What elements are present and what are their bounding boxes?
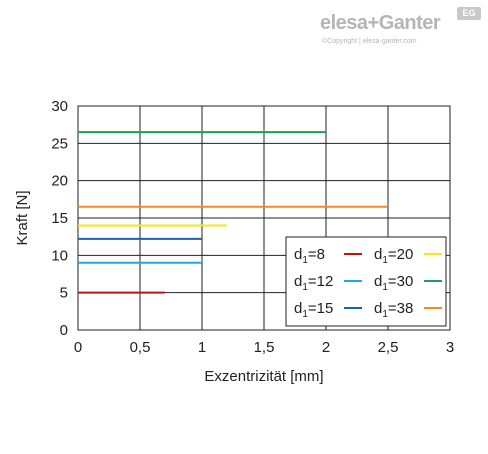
- legend: d1=8 d1=20 d1=12 d1=30 d1=15 d1=38: [285, 236, 447, 327]
- y-tick-label: 30: [51, 98, 68, 115]
- x-axis-label: Exzentrizität [mm]: [204, 368, 323, 385]
- logo-copyright: ©Copyright | elesa-ganter.com: [322, 38, 417, 45]
- legend-label-d112: d1=12: [294, 273, 333, 293]
- x-tick-label: 2: [322, 339, 330, 356]
- legend-label-d18: d1=8: [294, 246, 325, 266]
- legend-label-d115: d1=15: [294, 300, 333, 320]
- logo-brand-text: elesa+Ganter: [320, 12, 441, 34]
- x-tick-label: 0,5: [130, 339, 151, 356]
- y-tick-label: 0: [60, 322, 68, 339]
- elesa-ganter-logo: elesa+Ganter EG ©Copyright | elesa-gante…: [318, 6, 484, 48]
- series-lines: [78, 131, 388, 294]
- x-tick-label: 3: [446, 339, 454, 356]
- y-tick-label: 25: [51, 135, 68, 152]
- x-tick-label: 1,5: [254, 339, 275, 356]
- legend-label-d138: d1=38: [374, 300, 413, 320]
- x-tick-label: 0: [74, 339, 82, 356]
- y-tick-label: 5: [60, 285, 68, 302]
- y-tick-label: 20: [51, 173, 68, 190]
- x-tick-label: 2,5: [378, 339, 399, 356]
- y-tick-label: 10: [51, 247, 68, 264]
- x-tick-label: 1: [198, 339, 206, 356]
- legend-label-d130: d1=30: [374, 273, 413, 293]
- logo-badge: EG: [457, 7, 481, 20]
- legend-label-d120: d1=20: [374, 246, 413, 266]
- legend-box: [285, 236, 447, 327]
- y-axis-label: Kraft [N]: [14, 190, 31, 245]
- y-tick-label: 15: [51, 210, 68, 227]
